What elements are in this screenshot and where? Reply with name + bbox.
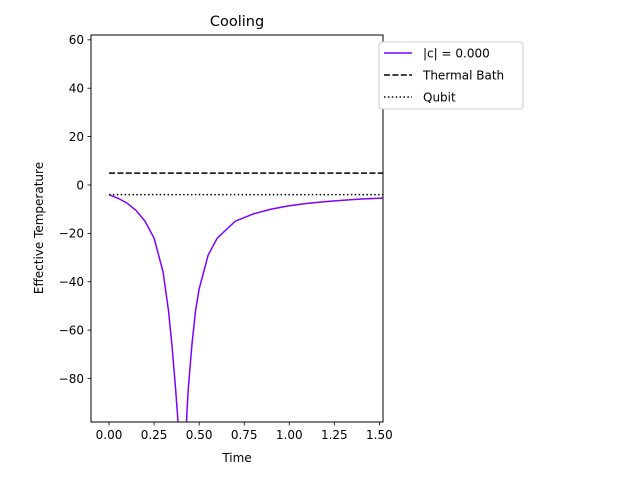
y-axis-label: Effective Temperature xyxy=(32,162,46,294)
x-axis-label: Time xyxy=(221,451,251,465)
y-tick-label: −20 xyxy=(59,227,84,241)
series-line-0 xyxy=(108,193,383,422)
y-tick-label: 0 xyxy=(76,178,84,192)
x-tick-label: 1.25 xyxy=(321,428,348,442)
y-tick-label: 20 xyxy=(69,130,84,144)
y-tick-label: −40 xyxy=(59,275,84,289)
legend: |c| = 0.000 Thermal Bath Qubit xyxy=(378,41,524,110)
y-tick-label: −80 xyxy=(59,372,84,386)
x-tick-label: 0.25 xyxy=(141,428,168,442)
y-tick-label: 40 xyxy=(69,82,84,96)
plot-frame xyxy=(90,34,384,423)
y-tick-label: 60 xyxy=(69,33,84,47)
x-tick-label: 0.50 xyxy=(186,428,213,442)
legend-frame xyxy=(378,41,524,110)
legend-label-0: |c| = 0.000 xyxy=(423,46,490,60)
x-tick-label: 1.00 xyxy=(276,428,303,442)
legend-label-1: Thermal Bath xyxy=(422,68,504,82)
x-tick-label: 0.00 xyxy=(96,428,123,442)
x-tick-label: 1.50 xyxy=(366,428,393,442)
chart-title: Cooling xyxy=(210,14,264,30)
y-tick-label: −60 xyxy=(59,323,84,337)
legend-label-2: Qubit xyxy=(423,90,456,104)
x-tick-label: 0.75 xyxy=(231,428,258,442)
